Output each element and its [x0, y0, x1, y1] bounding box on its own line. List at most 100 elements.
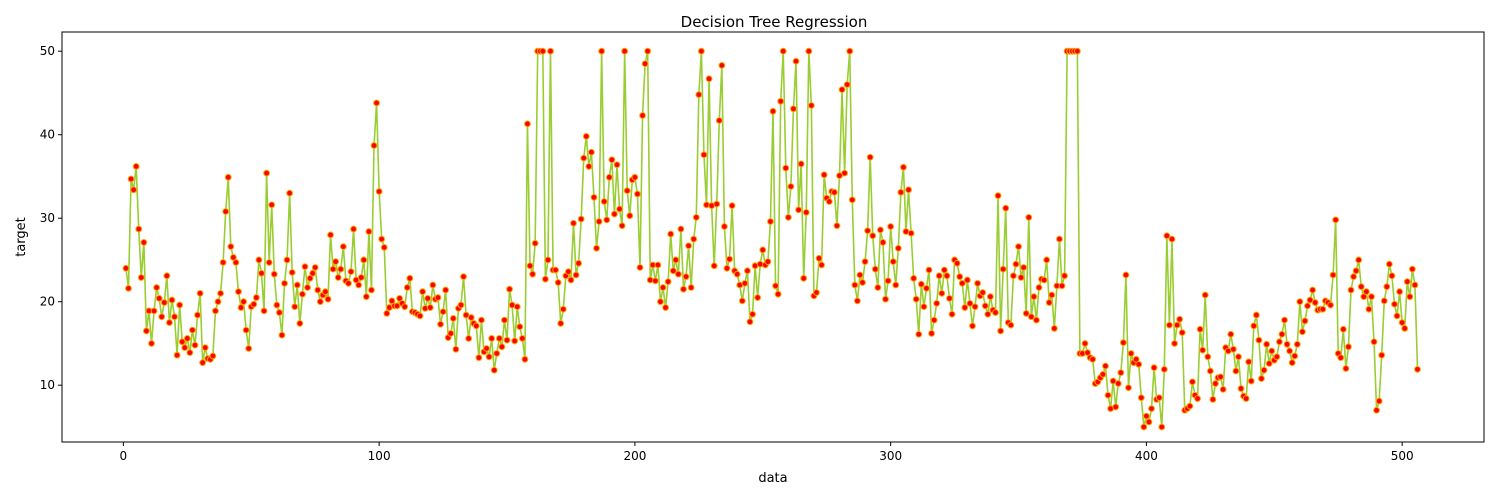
data-point — [1232, 367, 1240, 375]
chart-title: Decision Tree Regression — [681, 13, 868, 31]
data-point — [235, 288, 242, 296]
data-point — [1173, 321, 1181, 329]
data-point — [434, 294, 442, 301]
data-point — [884, 277, 892, 285]
data-point — [426, 304, 434, 311]
data-point — [682, 273, 690, 281]
data-point — [759, 246, 767, 254]
data-point — [140, 239, 148, 246]
data-point — [240, 298, 247, 306]
data-point — [900, 163, 907, 171]
data-point — [304, 284, 311, 291]
data-point — [979, 289, 987, 296]
data-point — [623, 187, 631, 195]
data-point — [626, 212, 634, 220]
x-tick-label: 400 — [1135, 449, 1158, 463]
data-point — [293, 281, 301, 289]
data-point — [674, 270, 682, 278]
data-point — [1143, 412, 1150, 420]
data-point — [355, 281, 363, 289]
data-point — [488, 335, 496, 342]
data-point — [861, 258, 869, 266]
data-point — [611, 210, 618, 218]
data-point — [639, 112, 646, 119]
data-point — [963, 276, 971, 284]
data-point — [506, 285, 513, 293]
data-point — [605, 173, 613, 181]
data-point — [738, 297, 746, 305]
data-point — [715, 117, 723, 124]
data-point — [245, 345, 253, 352]
data-point — [651, 277, 659, 285]
data-point — [575, 259, 583, 267]
data-point — [196, 289, 204, 297]
data-point — [224, 173, 232, 181]
data-point — [1327, 301, 1334, 309]
data-point — [728, 202, 736, 210]
data-point — [1263, 340, 1271, 348]
data-point — [452, 345, 460, 353]
data-point — [498, 343, 506, 351]
data-point — [1362, 288, 1370, 296]
data-point — [263, 169, 271, 177]
data-point — [296, 320, 304, 327]
data-point — [815, 254, 823, 262]
data-point — [1414, 365, 1421, 373]
data-point — [403, 284, 411, 291]
data-point — [1350, 273, 1357, 281]
data-point — [1010, 272, 1017, 280]
data-point — [667, 230, 675, 238]
data-point — [547, 47, 554, 55]
data-point — [582, 132, 590, 140]
data-point — [357, 274, 365, 281]
data-point — [176, 301, 184, 309]
data-point — [741, 279, 749, 287]
data-point — [1345, 343, 1352, 351]
data-point — [859, 279, 866, 286]
data-point — [1148, 405, 1155, 413]
data-point — [1206, 367, 1214, 375]
data-point — [953, 259, 961, 267]
data-point — [864, 227, 872, 235]
data-point — [672, 256, 680, 264]
data-point — [943, 272, 951, 280]
data-point — [521, 355, 529, 363]
data-point — [585, 163, 593, 170]
data-point — [150, 307, 158, 315]
data-point — [209, 352, 217, 360]
data-point — [930, 316, 938, 324]
data-point — [1158, 423, 1166, 431]
data-point — [1260, 366, 1268, 374]
data-point — [677, 225, 685, 233]
data-point — [1357, 283, 1365, 291]
data-point — [616, 205, 623, 213]
data-point — [1114, 380, 1122, 387]
data-point — [1299, 328, 1306, 336]
data-point — [557, 320, 565, 327]
data-point — [984, 310, 992, 318]
data-point — [186, 349, 194, 357]
data-point — [935, 272, 943, 280]
data-point — [457, 301, 465, 309]
data-point — [685, 242, 692, 250]
data-point — [1163, 232, 1171, 240]
data-point — [286, 189, 294, 197]
data-point — [283, 256, 291, 264]
data-point — [270, 270, 278, 278]
data-point — [889, 258, 897, 266]
data-point — [1155, 394, 1163, 402]
data-point — [135, 225, 143, 233]
data-point — [892, 281, 900, 289]
data-point — [424, 294, 432, 302]
data-point — [516, 323, 524, 331]
data-point — [1235, 353, 1242, 361]
data-point — [130, 186, 138, 194]
data-point — [158, 313, 166, 321]
data-point — [1089, 355, 1097, 363]
data-point — [260, 307, 268, 315]
data-point — [1252, 311, 1260, 319]
data-point — [879, 239, 887, 246]
data-point — [1286, 347, 1294, 355]
data-point — [362, 293, 370, 301]
data-point — [1229, 345, 1237, 353]
